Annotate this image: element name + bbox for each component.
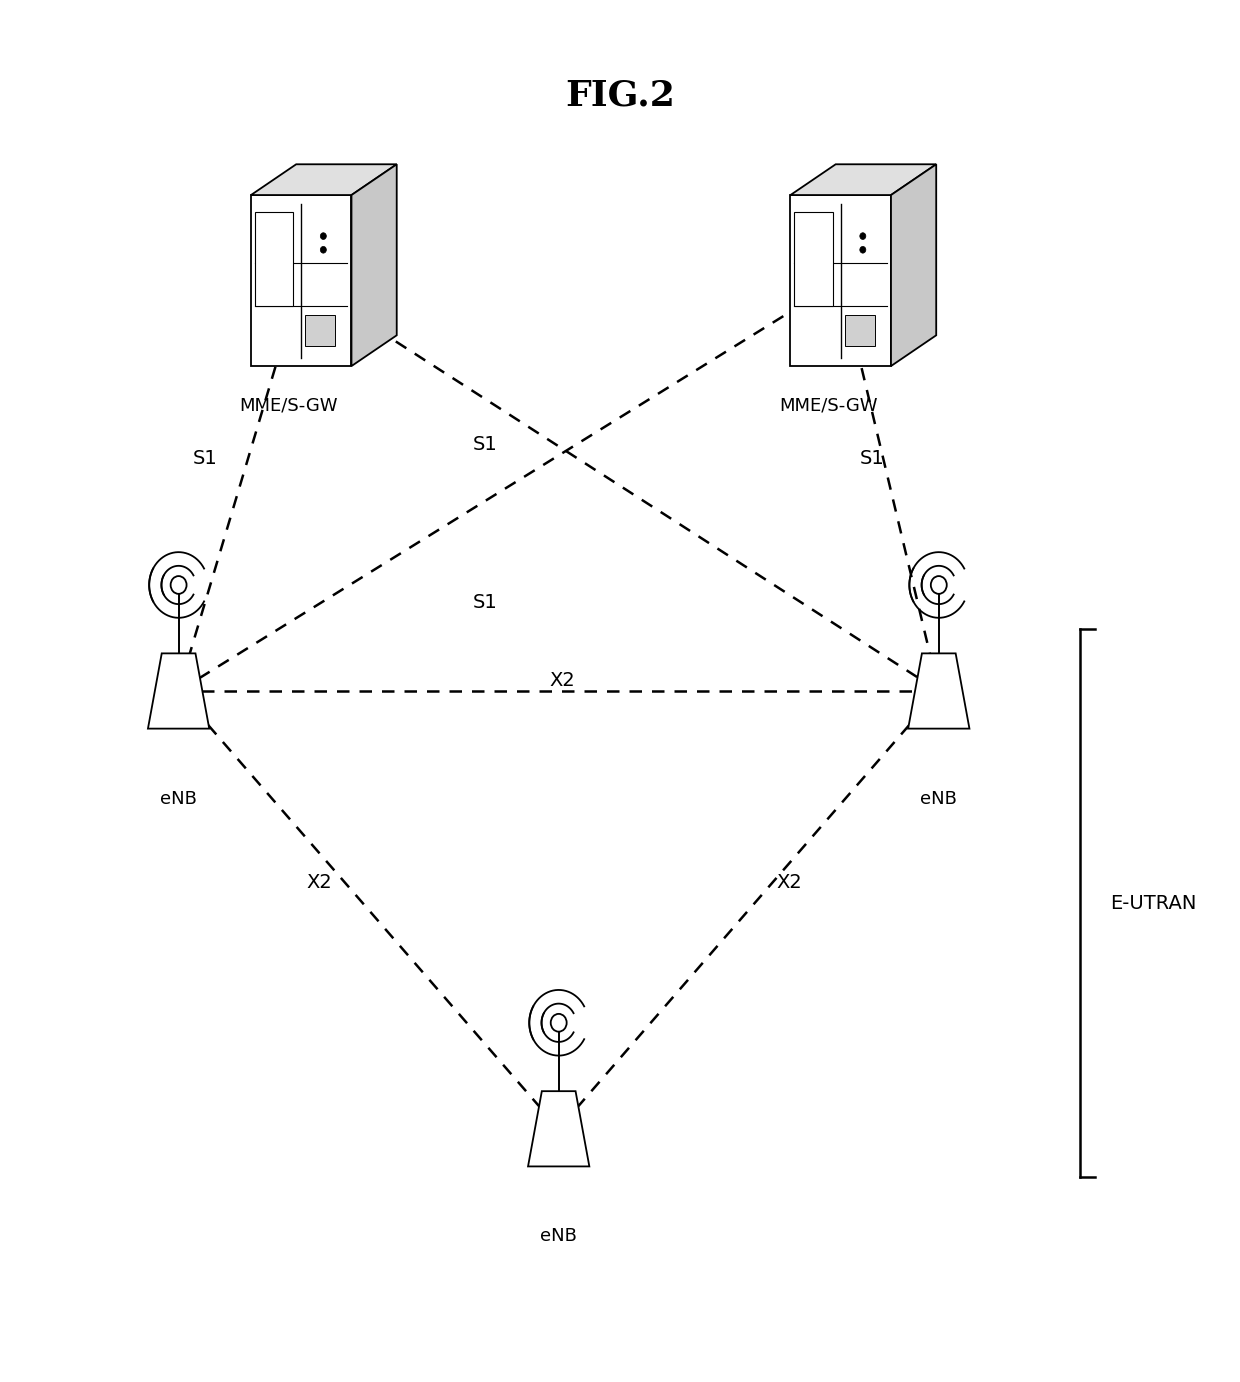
Text: X2: X2 <box>549 670 575 690</box>
Circle shape <box>859 246 866 253</box>
Text: MME/S-GW: MME/S-GW <box>779 397 878 415</box>
Bar <box>844 315 875 346</box>
Text: S1: S1 <box>472 435 497 455</box>
Polygon shape <box>148 654 210 728</box>
Text: S1: S1 <box>861 449 885 468</box>
Text: E-UTRAN: E-UTRAN <box>1111 894 1197 912</box>
Text: MME/S-GW: MME/S-GW <box>239 397 339 415</box>
Bar <box>795 213 832 307</box>
Polygon shape <box>908 654 970 728</box>
Polygon shape <box>528 1092 589 1166</box>
Circle shape <box>551 1014 567 1031</box>
Bar <box>255 213 293 307</box>
Text: eNB: eNB <box>920 789 957 807</box>
Text: X2: X2 <box>306 873 332 891</box>
Circle shape <box>859 232 866 239</box>
Text: S1: S1 <box>472 593 497 612</box>
Polygon shape <box>250 195 351 366</box>
Polygon shape <box>250 164 397 195</box>
Polygon shape <box>790 195 892 366</box>
Text: X2: X2 <box>776 873 802 891</box>
Polygon shape <box>790 164 936 195</box>
Circle shape <box>320 246 326 253</box>
Circle shape <box>171 576 186 594</box>
Text: S1: S1 <box>193 449 218 468</box>
Bar <box>305 315 335 346</box>
Polygon shape <box>892 164 936 366</box>
Polygon shape <box>351 164 397 366</box>
Circle shape <box>931 576 947 594</box>
Text: eNB: eNB <box>160 789 197 807</box>
Text: FIG.2: FIG.2 <box>565 79 675 113</box>
Text: eNB: eNB <box>541 1227 577 1245</box>
Circle shape <box>320 232 326 239</box>
